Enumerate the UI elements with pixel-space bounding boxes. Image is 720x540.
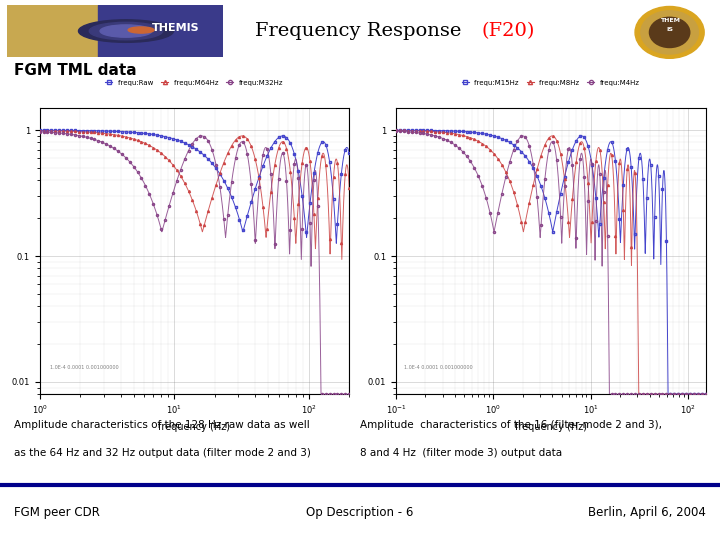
Text: THEM: THEM <box>660 18 680 23</box>
Bar <box>7 5 98 57</box>
X-axis label: frequency (Hz): frequency (Hz) <box>515 422 587 432</box>
Bar <box>98 5 223 57</box>
Circle shape <box>100 25 152 37</box>
Circle shape <box>635 6 704 58</box>
Text: FGM peer CDR: FGM peer CDR <box>14 506 100 519</box>
Circle shape <box>641 11 698 54</box>
Text: Amplitude characteristics of the 128 Hz raw data as well: Amplitude characteristics of the 128 Hz … <box>14 420 310 430</box>
Text: Op Description - 6: Op Description - 6 <box>306 506 414 519</box>
Legend: frequ:M15Hz  , frequ:M8Hz  , frequ:M4Hz: frequ:M15Hz , frequ:M8Hz , frequ:M4Hz <box>459 77 643 89</box>
Text: 1.0E-4 0.0001 0.001000000: 1.0E-4 0.0001 0.001000000 <box>50 365 119 370</box>
Text: FGM TML data: FGM TML data <box>14 63 137 78</box>
Text: Frequency Response: Frequency Response <box>256 22 468 40</box>
Text: Amplitude  characteristics of the 16 (filter mode 2 and 3),: Amplitude characteristics of the 16 (fil… <box>360 420 662 430</box>
Text: Berlin, April 6, 2004: Berlin, April 6, 2004 <box>588 506 706 519</box>
Text: (F20): (F20) <box>481 22 535 40</box>
Text: IS: IS <box>666 26 673 32</box>
Text: THEMIS: THEMIS <box>152 23 199 33</box>
Text: 8 and 4 Hz  (filter mode 3) output data: 8 and 4 Hz (filter mode 3) output data <box>360 448 562 458</box>
Circle shape <box>649 17 690 48</box>
Text: as the 64 Hz and 32 Hz output data (filter mode 2 and 3): as the 64 Hz and 32 Hz output data (filt… <box>14 448 311 458</box>
Circle shape <box>128 27 154 33</box>
X-axis label: frequency (Hz): frequency (Hz) <box>158 422 230 432</box>
Text: 1.0E-4 0.0001 0.001000000: 1.0E-4 0.0001 0.001000000 <box>404 365 472 370</box>
Legend: frequ:Raw  , frequ:M64Hz  , frequ:M32Hz: frequ:Raw , frequ:M64Hz , frequ:M32Hz <box>103 77 286 89</box>
Circle shape <box>78 20 174 42</box>
Circle shape <box>89 22 163 40</box>
